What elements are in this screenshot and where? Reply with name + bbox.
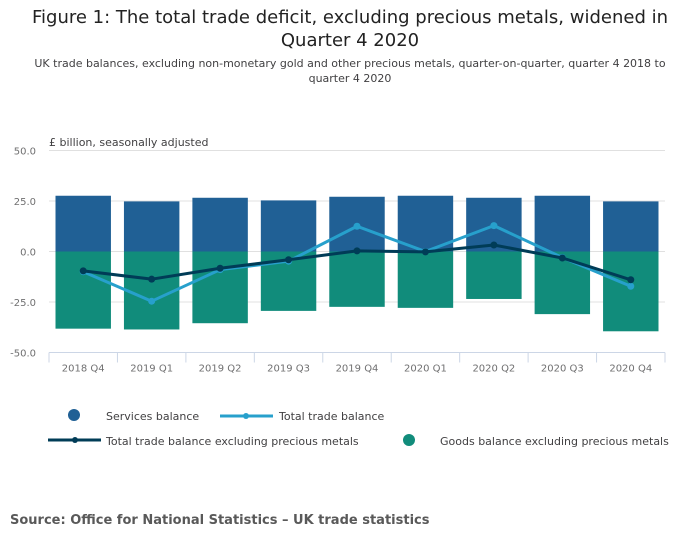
bar-goods: [55, 251, 111, 329]
bar-goods: [534, 251, 591, 315]
lines: [79, 222, 635, 305]
bar-goods: [397, 251, 454, 308]
bar-goods: [466, 251, 522, 299]
x-tick-label: 2020 Q4: [609, 364, 652, 375]
legend-total-trade-marker-icon: [243, 413, 249, 419]
x-tick-label: 2020 Q3: [541, 364, 584, 375]
x-tick-label: 2019 Q4: [336, 364, 379, 375]
x-tick-label: 2020 Q1: [404, 364, 447, 375]
data-point: [353, 222, 361, 230]
bar-services: [260, 200, 317, 252]
legend-label-total-excl: Total trade balance excluding precious m…: [105, 435, 359, 448]
data-point: [148, 297, 156, 305]
data-point: [558, 254, 566, 262]
bar-goods: [192, 251, 248, 324]
x-tick-label: 2019 Q2: [199, 364, 242, 375]
legend-item-goods[interactable]: Goods balance excluding precious metals: [403, 434, 669, 448]
bar-services: [603, 201, 659, 252]
x-tick-label: 2019 Q3: [267, 364, 310, 375]
bar-goods: [603, 251, 659, 332]
legend-item-total-trade-excl[interactable]: Total trade balance excluding precious m…: [48, 435, 359, 448]
data-point: [421, 248, 429, 256]
legend-goods-icon: [403, 434, 415, 446]
data-point: [627, 276, 635, 284]
legend-services-icon: [68, 409, 80, 421]
legend-label-total-trade: Total trade balance: [278, 410, 385, 423]
data-point: [627, 282, 635, 290]
data-point: [148, 275, 156, 283]
y-tick-label: 0.0: [20, 248, 36, 259]
legend-item-total-trade[interactable]: Total trade balance: [220, 410, 385, 423]
y-tick-label: 25.0: [14, 197, 36, 208]
data-point: [490, 241, 498, 249]
x-tick-label: 2019 Q1: [130, 364, 173, 375]
bar-goods: [329, 251, 385, 307]
data-point: [216, 264, 224, 272]
chart-title: Figure 1: The total trade deficit, exclu…: [31, 7, 669, 51]
bar-services: [55, 195, 111, 252]
x-tick-label: 2018 Q4: [62, 364, 105, 375]
y-tick-label: -25.0: [10, 298, 36, 309]
y-axis: -50.0 -25.0 0.0 25.0 50.0: [10, 147, 36, 360]
bar-services: [123, 201, 180, 252]
bar-goods: [123, 251, 180, 330]
x-axis: 2018 Q4 2019 Q1 2019 Q2 2019 Q3 2019 Q4 2020 …: [48, 352, 666, 375]
y-tick-label: 50.0: [14, 147, 36, 158]
data-point: [79, 267, 87, 275]
legend-item-services[interactable]: Services balance: [68, 409, 199, 423]
x-tick-label: 2020 Q2: [472, 364, 515, 375]
y-tick-label: -50.0: [10, 349, 36, 360]
source-note: Source: Office for National Statistics –…: [10, 513, 430, 528]
legend: Services balance Total trade balance Tot…: [48, 409, 669, 448]
legend-label-goods: Goods balance excluding precious metals: [440, 435, 669, 448]
data-point: [353, 247, 361, 255]
legend-total-excl-marker-icon: [72, 437, 78, 443]
bar-services: [192, 197, 248, 252]
bar-services: [397, 195, 454, 252]
chart-subtitle: UK trade balances, excluding non-monetar…: [34, 57, 666, 85]
y-axis-label: £ billion, seasonally adjusted: [49, 136, 208, 149]
bar-services: [534, 195, 591, 252]
legend-label-services: Services balance: [106, 410, 199, 423]
bars: [55, 195, 659, 332]
data-point: [490, 222, 498, 230]
data-point: [285, 256, 293, 264]
